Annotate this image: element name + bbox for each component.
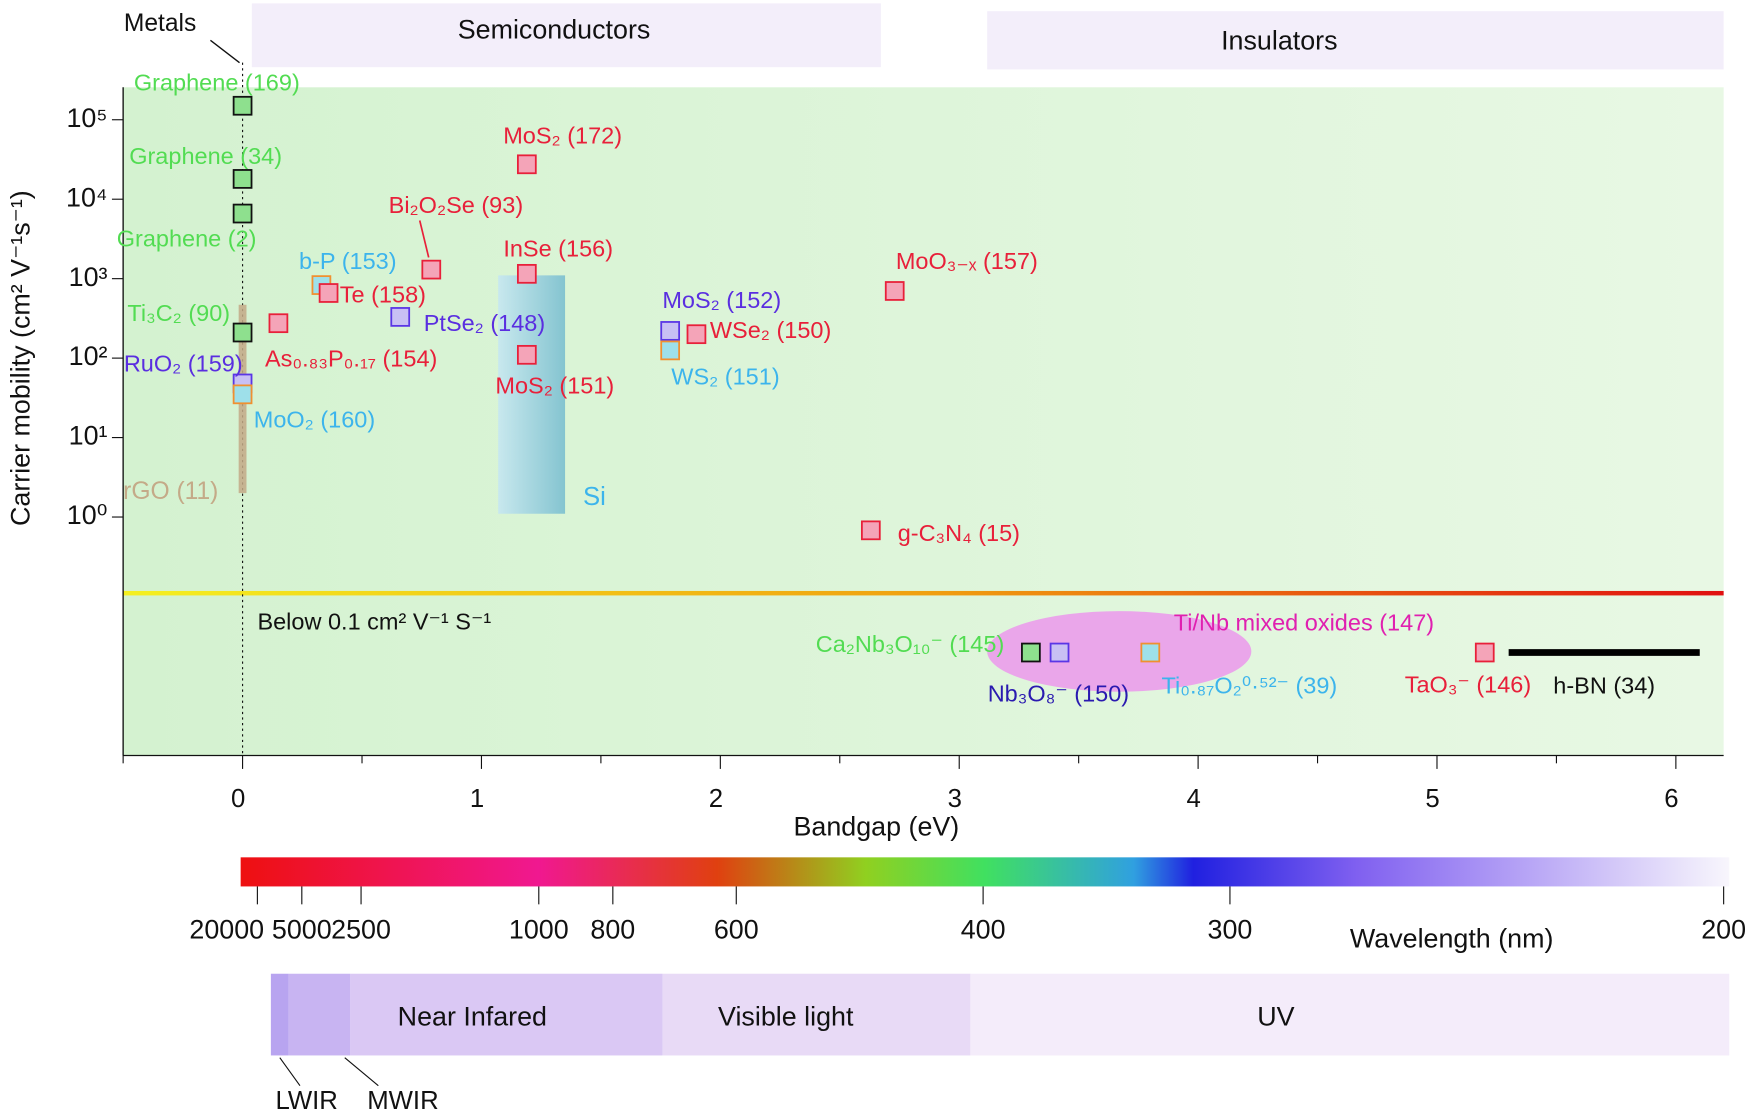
wavelength-tick-label: 5000 (272, 914, 332, 944)
colorbar (240, 857, 1730, 887)
band-label: LWIR (275, 1087, 337, 1115)
y-tick-label: 10⁴ (66, 182, 107, 212)
range-label: Si (583, 483, 606, 511)
leader-line (279, 1057, 301, 1086)
data-point (860, 520, 881, 541)
threshold-line (123, 590, 1724, 596)
point-label: PtSe₂ (148) (424, 310, 545, 336)
band (970, 973, 1730, 1056)
leader-line (418, 220, 430, 258)
axis-title: Wavelength (nm) (1350, 923, 1554, 953)
point-label: Ti₀.₈₇O₂⁰·⁵²⁻ (39) (1162, 672, 1338, 698)
data-point (660, 340, 681, 361)
data-point (232, 95, 253, 116)
point-label: b-P (153) (299, 248, 397, 274)
point-label: MoS₂ (152) (662, 287, 781, 313)
point-label: As₀.₈₃P₀.₁₇ (154) (265, 345, 437, 371)
data-point (1021, 642, 1041, 663)
point-label: RuO₂ (159) (124, 351, 243, 377)
data-point (421, 259, 442, 280)
point-label: WS₂ (151) (671, 364, 779, 390)
data-point (516, 344, 537, 365)
data-point (884, 281, 905, 301)
x-tick-label: 6 (1664, 785, 1678, 813)
wavelength-tick-label: 300 (1208, 914, 1253, 944)
band (350, 973, 663, 1056)
wavelength-tick-label: 2500 (331, 914, 391, 944)
x-tick-label: 5 (1425, 785, 1439, 813)
point-label: Graphene (169) (134, 70, 300, 96)
data-point (232, 384, 253, 405)
point-label: InSe (156) (503, 236, 613, 262)
x-tick-label: 0 (231, 785, 245, 813)
data-point (268, 313, 289, 334)
data-point (516, 263, 537, 284)
band (270, 973, 289, 1056)
point-label: Graphene (34) (129, 143, 282, 169)
leader-line (210, 39, 240, 64)
x-tick-label: 1 (470, 785, 484, 813)
band (662, 973, 971, 1056)
wavelength-tick-label: 1000 (509, 914, 569, 944)
region-label: Semiconductors (458, 14, 651, 44)
data-point (516, 154, 537, 175)
wavelength-tick-label: 400 (961, 914, 1006, 944)
threshold-label: Below 0.1 cm² V⁻¹ S⁻¹ (257, 609, 491, 635)
wavelength-tick-label: 800 (590, 914, 635, 944)
data-point (1474, 642, 1495, 663)
point-label: Graphene (2) (117, 226, 257, 252)
x-tick-label: 3 (948, 785, 962, 813)
plot-area (123, 87, 1724, 756)
range-box (498, 275, 566, 514)
leader-line (344, 1057, 379, 1087)
point-label: MoS₂ (151) (495, 372, 614, 398)
range-label: h-BN (34) (1553, 672, 1655, 698)
group-ellipse (987, 611, 1252, 692)
data-point (660, 321, 681, 341)
y-tick-label: 10² (69, 341, 108, 371)
band-label: Near Infared (398, 1002, 547, 1032)
y-tick-label: 10⁵ (66, 103, 107, 133)
axis-title: Bandgap (eV) (794, 811, 960, 841)
band-label: UV (1257, 1002, 1294, 1032)
wavelength-tick-label: 600 (714, 914, 759, 944)
data-point (232, 169, 253, 189)
point-label: Bi₂O₂Se (93) (389, 192, 523, 218)
region-box (251, 3, 881, 68)
point-label: Ti₃C₂ (90) (127, 300, 230, 326)
point-label: Te (158) (340, 282, 426, 308)
band-label: MWIR (367, 1087, 438, 1115)
data-point (390, 307, 411, 327)
data-point (1140, 642, 1161, 663)
axis-title: Carrier mobility (cm² V⁻¹s⁻¹) (5, 190, 35, 526)
point-label: g-C₃N₄ (15) (898, 520, 1020, 546)
data-point (318, 283, 339, 303)
point-label: Ca₂Nb₃O₁₀⁻ (145) (816, 631, 1005, 657)
region-box (987, 11, 1724, 70)
y-tick-label: 10¹ (69, 421, 108, 451)
range-label: rGO (11) (123, 478, 218, 505)
point-label: TaO₃⁻ (146) (1405, 671, 1531, 697)
point-label: MoO₂ (160) (254, 406, 375, 432)
point-label: MoS₂ (172) (503, 123, 622, 149)
point-label: WSe₂ (150) (710, 317, 831, 343)
band (288, 973, 351, 1056)
wavelength-tick-label: 200 (1701, 914, 1746, 944)
data-point (232, 203, 253, 224)
data-point (1049, 642, 1070, 663)
x-tick-label: 2 (709, 785, 723, 813)
group-label: Ti/Nb mixed oxides (147) (1174, 610, 1434, 636)
region-label: Insulators (1221, 26, 1337, 56)
band-label: Visible light (718, 1002, 854, 1032)
wavelength-tick-label: 20000 (189, 914, 264, 944)
y-tick-label: 10³ (69, 262, 108, 292)
point-label: Nb₃O₈⁻ (150) (988, 680, 1129, 706)
point-label: MoO₃₋ₓ (157) (896, 248, 1038, 274)
data-point (232, 322, 253, 343)
x-tick-label: 4 (1186, 785, 1200, 813)
data-point (686, 324, 707, 345)
region-label: Metals (124, 10, 196, 37)
y-tick-label: 10⁰ (67, 500, 108, 530)
